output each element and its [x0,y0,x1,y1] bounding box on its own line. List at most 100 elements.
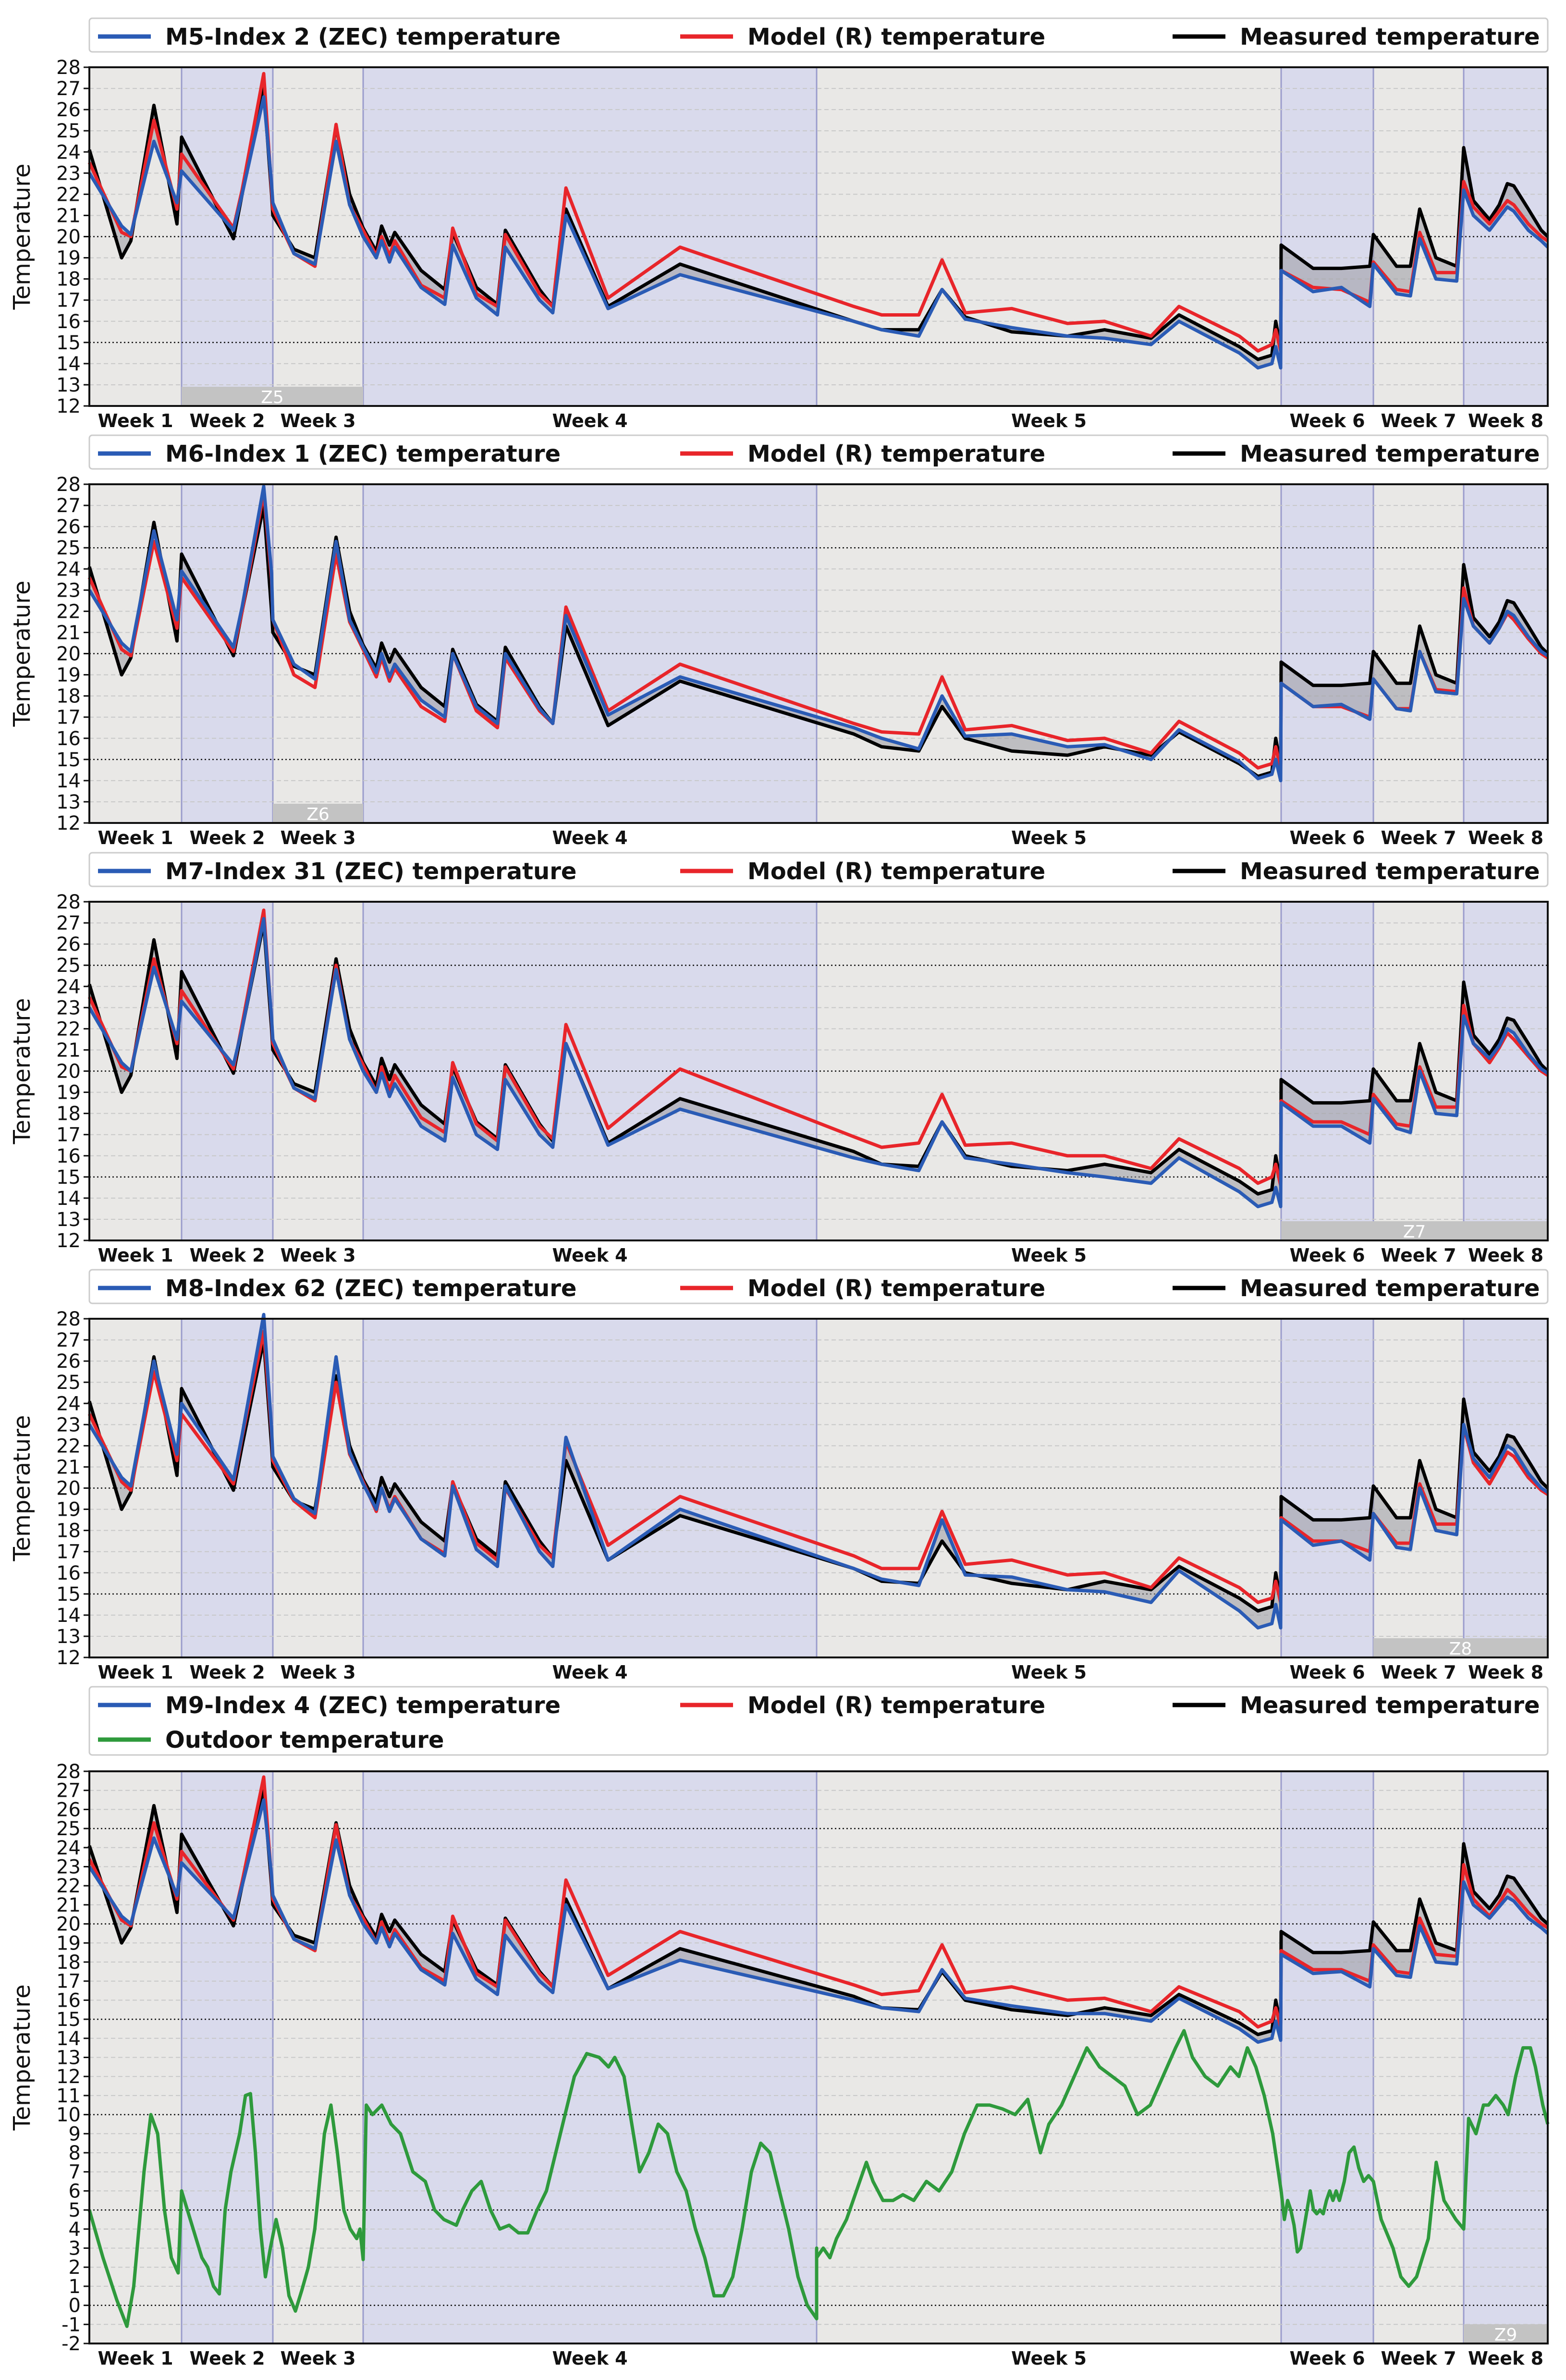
y-tick-label: 15 [56,2009,81,2031]
y-tick-label: 26 [56,1799,81,1821]
y-tick-label: 15 [56,1583,81,1606]
y-tick-label: 21 [56,1894,81,1916]
week-label: Week 8 [1468,827,1543,848]
zone-label: Z9 [1494,2325,1517,2345]
y-tick-label: 22 [56,601,81,623]
chart-panel-2: M6-Index 1 (ZEC) temperature Model (R) te… [9,434,1549,848]
y-tick-label: 25 [56,1818,81,1840]
y-tick-label: 20 [56,226,81,248]
week-label: Week 7 [1381,410,1456,431]
legend-label: Outdoor temperature [165,1727,444,1754]
week-label: Week 8 [1468,1245,1543,1266]
y-tick-label: 26 [56,1350,81,1373]
legend-box [88,434,1549,470]
legend-label: Measured temperature [1240,24,1540,50]
y-tick-label: 28 [56,57,81,79]
y-tick-label: 18 [56,269,81,291]
week-label: Week 4 [552,1662,627,1683]
y-tick-label: 28 [56,1761,81,1783]
week-label: Week 5 [1011,827,1087,848]
week-label: Week 1 [98,2348,173,2369]
y-tick-label: 20 [56,1478,81,1500]
week-label: Week 8 [1468,1662,1543,1683]
chart-panel-1: M5-Index 2 (ZEC) temperature Model (R) te… [9,17,1549,431]
y-tick-label: 9 [69,2123,81,2145]
y-tick-label: 12 [56,395,81,417]
y-tick-label: 22 [56,1435,81,1457]
legend-label: Model (R) temperature [747,1692,1045,1719]
y-tick-label: 26 [56,99,81,121]
week-label: Week 4 [552,2348,627,2369]
y-tick-label: 18 [56,1103,81,1125]
week-label: Week 8 [1468,2348,1543,2369]
y-tick-label: 27 [56,495,81,517]
y-tick-label: 14 [56,2028,81,2050]
y-tick-label: 26 [56,516,81,538]
week-label: Week 7 [1381,827,1456,848]
y-tick-label: 10 [56,2104,81,2126]
zone-marker [182,387,363,406]
week-label: Week 3 [280,2348,355,2369]
y-tick-label: 28 [56,1308,81,1330]
legend-label: M9-Index 4 (ZEC) temperature [165,1692,561,1719]
week-label: Week 2 [189,827,265,848]
y-tick-label: 12 [56,1647,81,1669]
y-tick-label: 21 [56,622,81,644]
y-tick-label: 26 [56,933,81,956]
y-tick-label: 15 [56,1166,81,1189]
legend-label: Measured temperature [1240,1275,1540,1302]
y-tick-label: 23 [56,1414,81,1436]
y-tick-label: 18 [56,1951,81,1974]
y-tick-label: -2 [61,2333,81,2355]
y-tick-label: 12 [56,1230,81,1252]
y-tick-label: 20 [56,1061,81,1083]
week-label: Week 4 [552,827,627,848]
y-tick-label: 21 [56,1456,81,1478]
y-tick-label: 24 [56,141,81,163]
zec-series-line [88,95,1549,370]
week-label: Week 2 [189,1245,265,1266]
legend-label: Model (R) temperature [747,858,1045,885]
y-tick-label: 24 [56,558,81,580]
y-tick-label: 16 [56,1145,81,1167]
y-tick-label: 18 [56,1520,81,1542]
y-tick-label: 14 [56,353,81,375]
y-tick-label: 28 [56,474,81,496]
y-tick-label: 11 [56,2085,81,2107]
y-tick-label: 19 [56,247,81,270]
y-tick-label: 27 [56,1329,81,1351]
y-tick-label: 17 [56,707,81,729]
y-tick-label: 15 [56,332,81,354]
week-label: Week 1 [98,827,173,848]
zone-label: Z6 [306,805,330,824]
week-label: Week 3 [280,410,355,431]
y-tick-label: 27 [56,912,81,934]
y-tick-label: 18 [56,686,81,708]
zone-marker [1281,1221,1548,1240]
y-tick-label: 3 [69,2238,81,2260]
y-tick-label: 13 [56,2047,81,2069]
y-tick-label: 25 [56,120,81,142]
chart-panel-3: M7-Index 31 (ZEC) temperature Model (R) t… [9,852,1549,1266]
week-label: Week 3 [280,827,355,848]
y-tick-label: 14 [56,1605,81,1627]
y-tick-label: -1 [61,2314,81,2336]
y-tick-label: 20 [56,1914,81,1936]
week-label: Week 3 [280,1662,355,1683]
y-tick-label: 12 [56,812,81,834]
y-axis-label: Temperature [9,163,36,310]
week-label: Week 7 [1381,1245,1456,1266]
y-tick-label: 0 [69,2295,81,2317]
y-tick-label: 14 [56,770,81,792]
week-label: Week 6 [1289,1245,1365,1266]
y-tick-label: 27 [56,78,81,100]
y-tick-label: 19 [56,1499,81,1521]
y-tick-label: 19 [56,664,81,687]
y-tick-label: 1 [69,2276,81,2298]
y-tick-label: 24 [56,976,81,998]
y-tick-label: 23 [56,579,81,601]
y-tick-label: 4 [69,2219,81,2241]
y-tick-label: 25 [56,1372,81,1394]
zone-label: Z7 [1403,1222,1426,1242]
